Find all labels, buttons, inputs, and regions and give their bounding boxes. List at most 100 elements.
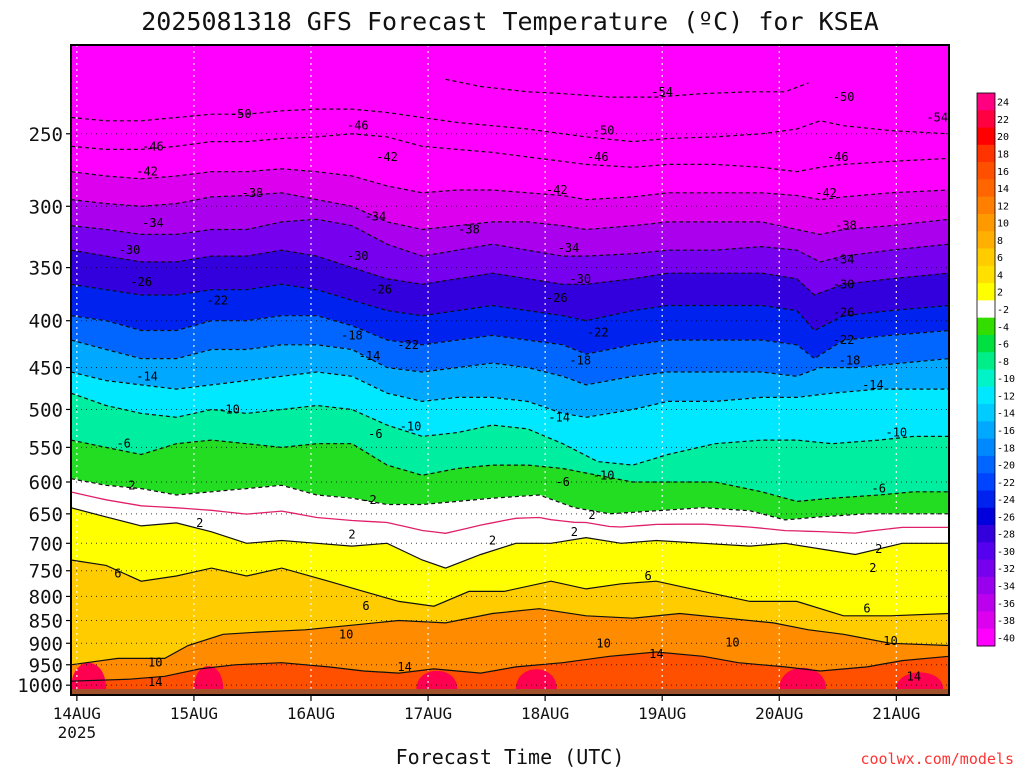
y-tick-label-6: 550	[29, 437, 63, 459]
colorbar-swatch-4	[977, 162, 995, 180]
isotherm-label-60: -46	[142, 139, 164, 153]
colorbar-label-18: -14	[997, 409, 1015, 420]
y-tick-label-12: 850	[29, 611, 63, 633]
isotherm-label-62: -46	[587, 150, 609, 164]
colorbar-label-7: 10	[997, 219, 1009, 230]
colorbar-swatch-23	[977, 490, 995, 509]
colorbar-label-28: -34	[997, 582, 1015, 593]
isotherm-label-68: -54	[926, 111, 948, 125]
isotherm-label-11: 6	[645, 569, 652, 583]
colorbar-label-26: -30	[997, 547, 1015, 558]
isotherm--22	[71, 315, 949, 360]
isotherm-label-42: -26	[370, 283, 392, 297]
colorbar-label-10: 4	[997, 270, 1003, 281]
isotherm-label-25: -6	[872, 482, 886, 496]
colorbar-label-24: -26	[997, 512, 1015, 523]
isotherm--50	[71, 108, 949, 143]
colorbar-label-14: -6	[997, 340, 1009, 351]
isotherm--54	[445, 78, 809, 98]
isotherm-label-57: -42	[376, 150, 398, 164]
isotherm--34	[71, 218, 949, 263]
y-tick-label-5: 500	[29, 399, 63, 421]
y-tick-label-3: 400	[29, 311, 63, 333]
colorbar-swatch-21	[977, 455, 995, 474]
colorbar-label-22: -22	[997, 478, 1015, 489]
isotherm-label-5: 14	[649, 647, 663, 661]
colorbar-legend: 24 22 20 18 16 14 12 10 8 6 4 2 -2 -4 -6 -8 -10 -12 -14 -16…	[976, 92, 1015, 647]
warm-pocket-3	[515, 669, 557, 690]
colorbar-label-9: 6	[997, 253, 1003, 264]
isotherm-label-45: -30	[119, 243, 141, 257]
x-tick-label-3: 17AUG	[404, 704, 452, 723]
isotherm-label-16: 2	[571, 525, 578, 539]
colorbar-swatch-14	[977, 334, 995, 353]
isotherm-2	[71, 507, 949, 569]
colorbar-label-16: -10	[997, 374, 1015, 385]
colorbar-label-20: -18	[997, 443, 1015, 454]
isotherm-label-20: -2	[362, 493, 376, 507]
isotherm--46	[71, 133, 949, 173]
isotherm-label-58: -42	[546, 183, 568, 197]
isotherm-layer	[71, 78, 949, 682]
warm-pocket-2	[416, 670, 458, 690]
isotherm-label-67: -54	[651, 85, 673, 99]
isotherm-label-47: -30	[569, 272, 591, 286]
y-tick-label-1: 300	[29, 196, 63, 218]
isotherm--38	[71, 192, 949, 236]
isotherm-label-23: -6	[368, 427, 382, 441]
colorbar-label-11: 2	[997, 288, 1003, 299]
y-tick-label-15: 1000	[17, 675, 63, 697]
colorbar-swatch-31	[977, 628, 995, 647]
freezing-level-line	[71, 491, 949, 534]
colorbar-label-6: 12	[997, 201, 1009, 212]
isotherm-label-19: 2	[128, 478, 135, 492]
isotherm--6	[71, 439, 949, 503]
isotherm-label-51: -34	[558, 241, 580, 255]
x-tick-label-1: 15AUG	[170, 704, 218, 723]
colorbar-label-29: -36	[997, 599, 1015, 610]
colorbar-swatch-27	[977, 559, 995, 578]
isotherm-label-52: -34	[833, 253, 855, 267]
isotherm-label-63: -46	[827, 150, 849, 164]
x-tick-label-0: 14AUG	[53, 704, 101, 723]
isotherm-label-10: 6	[362, 599, 369, 613]
isotherm-label-24: -6	[555, 475, 569, 489]
isotherm-label-33: -14	[359, 349, 381, 363]
isotherm-label-44: -26	[833, 306, 855, 320]
isotherm-label-39: -22	[587, 325, 609, 339]
colorbar-swatch-22	[977, 473, 995, 491]
isotherm-label-37: -22	[206, 293, 228, 307]
isotherm-label-7: 10	[883, 634, 897, 648]
colorbar-label-23: -24	[997, 495, 1015, 506]
temperature-fill-layer	[71, 45, 949, 695]
colorbar-swatch-11	[977, 283, 995, 301]
colorbar-swatch-2	[977, 127, 995, 146]
isotherm-label-15: 2	[489, 533, 496, 547]
chart-title: 2025081318 GFS Forecast Temperature (ºC)…	[141, 7, 879, 36]
credit-link[interactable]: coolwx.com/models	[860, 750, 1014, 768]
warm-pocket-layer	[71, 662, 944, 690]
isotherm-label-65: -50	[593, 124, 615, 138]
x-axis-year: 2025	[58, 723, 97, 742]
colorbar-swatch-19	[977, 421, 995, 440]
isotherm-label-38: -22	[397, 338, 419, 352]
colorbar-swatch-20	[977, 438, 995, 457]
colorbar-label-12: -2	[997, 305, 1009, 316]
x-tick-label-6: 20AUG	[755, 704, 803, 723]
isotherm-label-56: -42	[136, 165, 158, 179]
y-tick-label-13: 900	[29, 633, 63, 655]
colorbar-label-25: -28	[997, 530, 1015, 541]
colorbar-swatch-25	[977, 525, 995, 543]
isotherm-label-17: 2	[875, 542, 882, 556]
colorbar-swatch-29	[977, 594, 995, 612]
x-tick-label-2: 16AUG	[287, 704, 335, 723]
y-axis: 2503003504004505005506006507007508008509…	[17, 124, 71, 697]
isotherm-label-12: 6	[863, 602, 870, 616]
isotherm-label-54: -38	[458, 222, 480, 236]
colorbar-swatch-24	[977, 507, 995, 526]
isotherm-label-35: -18	[569, 353, 591, 367]
isotherm-label-53: -38	[242, 186, 264, 200]
colorbar-label-2: 20	[997, 132, 1009, 143]
